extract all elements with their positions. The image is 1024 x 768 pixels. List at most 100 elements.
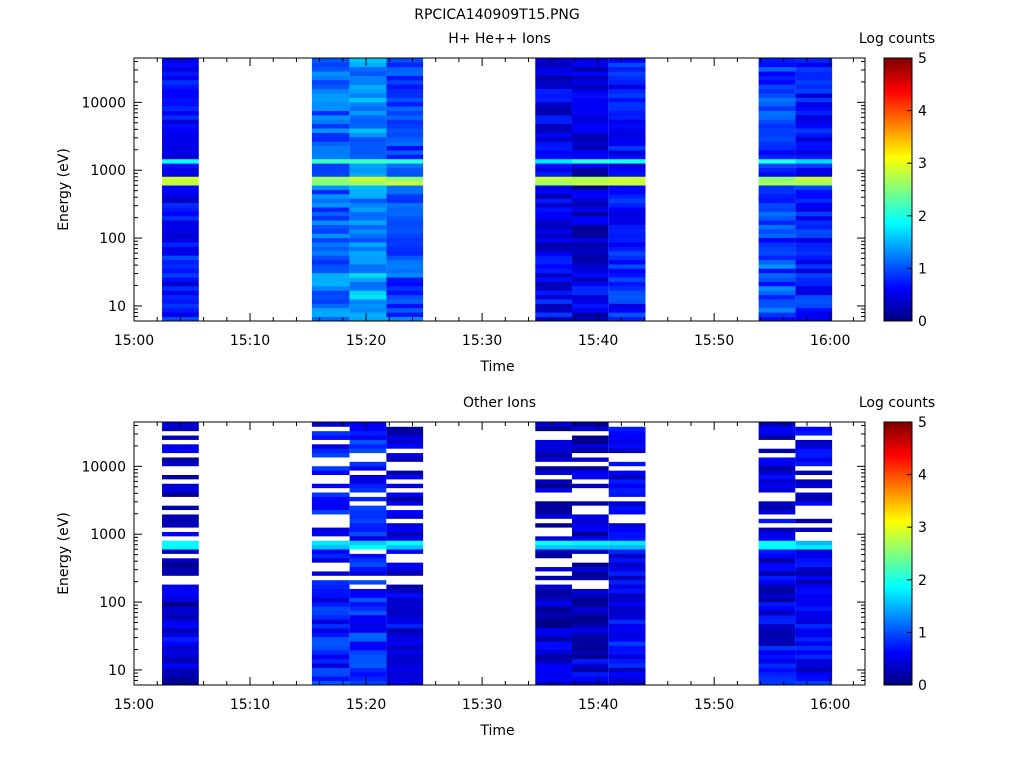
- colorbar-step: [884, 585, 912, 589]
- colorbar-step: [884, 202, 912, 206]
- heatmap-cell: [608, 101, 646, 107]
- heatmap-cell: [572, 79, 609, 85]
- colorbar-step: [884, 590, 912, 594]
- heatmap-cell: [758, 106, 796, 111]
- heatmap-cell: [311, 202, 350, 208]
- heatmap-cell: [386, 641, 424, 646]
- heatmap-cell: [162, 566, 199, 572]
- heatmap-cell: [608, 176, 646, 182]
- heatmap-cell: [608, 312, 646, 318]
- heatmap-cell: [162, 496, 199, 502]
- heatmap-cell: [572, 277, 609, 282]
- heatmap-cell: [162, 430, 199, 436]
- heatmap-cell: [572, 614, 609, 620]
- heatmap-cell: [758, 62, 796, 68]
- x-tick-label: 15:30: [462, 333, 502, 349]
- heatmap-cell: [535, 141, 573, 147]
- heatmap-cell: [162, 215, 199, 221]
- heatmap-cell: [162, 228, 199, 234]
- heatmap-cell: [311, 75, 350, 81]
- heatmap-cell: [795, 84, 833, 90]
- heatmap-cell: [608, 544, 646, 550]
- heatmap-cell: [386, 522, 424, 528]
- heatmap-cell: [758, 242, 796, 247]
- heatmap-cell: [535, 220, 573, 225]
- heatmap-cell: [758, 632, 796, 638]
- colorbar-step: [884, 600, 912, 604]
- heatmap-cell: [795, 136, 833, 142]
- heatmap-cell: [572, 272, 609, 278]
- heatmap-cell: [795, 255, 833, 261]
- heatmap-cell: [386, 136, 424, 142]
- heatmap-cell: [162, 66, 199, 72]
- heatmap-cell: [349, 676, 387, 682]
- colorbar-step: [884, 482, 912, 486]
- heatmap-cell: [311, 443, 350, 449]
- heatmap-cell: [795, 597, 833, 603]
- heatmap-cell: [349, 264, 387, 269]
- heatmap-cell: [608, 676, 646, 682]
- heatmap-cell: [795, 452, 833, 458]
- heatmap-cell: [162, 176, 199, 182]
- heatmap-cell: [572, 66, 609, 72]
- colorbar-step: [884, 189, 912, 193]
- heatmap-cell: [795, 443, 833, 449]
- heatmap-cell: [572, 145, 609, 151]
- colorbar-step: [884, 469, 912, 473]
- heatmap-cell: [758, 527, 796, 532]
- heatmap-cell: [311, 158, 350, 164]
- heatmap-cell: [572, 487, 609, 493]
- heatmap-cell: [386, 553, 424, 559]
- heatmap-cell: [311, 303, 350, 309]
- heatmap-cell: [386, 158, 424, 164]
- heatmap-cell: [608, 285, 646, 291]
- heatmap-cell: [572, 106, 609, 111]
- heatmap-cell: [386, 535, 424, 541]
- heatmap-cell: [572, 492, 609, 497]
- colorbar-step: [884, 100, 912, 104]
- heatmap-cell: [311, 198, 350, 204]
- heatmap-cell: [758, 268, 796, 274]
- heatmap-cell: [349, 518, 387, 524]
- colorbar-step: [884, 435, 912, 439]
- heatmap-cell: [795, 483, 833, 489]
- heatmap-cell: [572, 141, 609, 147]
- heatmap-cell: [758, 303, 796, 309]
- colorbar-step: [884, 679, 912, 683]
- heatmap-cell: [311, 88, 350, 94]
- heatmap-cell: [795, 277, 833, 282]
- colorbar-step: [884, 527, 912, 531]
- heatmap-cell: [386, 281, 424, 287]
- heatmap-cell: [349, 228, 387, 234]
- x-tick-label: 15:40: [578, 697, 618, 713]
- heatmap-cell: [162, 535, 199, 541]
- heatmap-cell: [758, 500, 796, 506]
- heatmap-cell: [162, 610, 199, 616]
- heatmap-cell: [386, 571, 424, 576]
- colorbar-step: [884, 424, 912, 428]
- heatmap-cell: [535, 215, 573, 221]
- heatmap-cell: [349, 492, 387, 497]
- heatmap-cell: [311, 527, 350, 532]
- heatmap-cell: [311, 632, 350, 638]
- heatmap-cell: [535, 571, 573, 576]
- heatmap-cell: [608, 79, 646, 85]
- colorbar-step: [884, 443, 912, 447]
- colorbar-step: [884, 464, 912, 468]
- heatmap-cell: [608, 430, 646, 436]
- heatmap-cell: [162, 619, 199, 625]
- colorbar-step: [884, 479, 912, 483]
- heatmap-cell: [162, 579, 199, 585]
- heatmap-cell: [572, 71, 609, 76]
- heatmap-cell: [608, 658, 646, 664]
- y-tick-label: 10: [108, 663, 126, 679]
- heatmap-cell: [386, 579, 424, 585]
- heatmap-cell: [311, 448, 350, 454]
- colorbar-step: [884, 606, 912, 610]
- heatmap-cell: [311, 487, 350, 493]
- colorbar-step: [884, 313, 912, 317]
- heatmap-cell: [608, 518, 646, 524]
- colorbar-tick-label: 0: [918, 678, 927, 694]
- heatmap-cell: [349, 641, 387, 646]
